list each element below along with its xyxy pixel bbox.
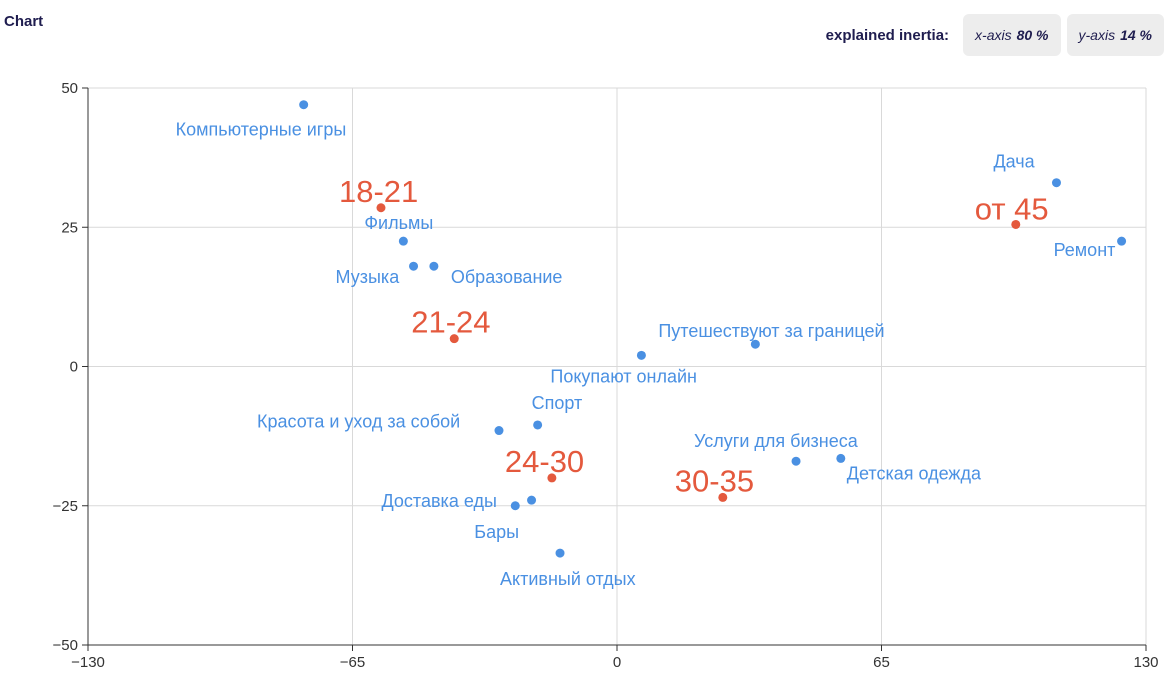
group-point[interactable] [718,492,728,502]
explained-inertia-label: explained inertia: [825,26,950,44]
data-point-label: Музыка [336,267,401,287]
data-point[interactable] [555,548,565,558]
data-point-label: Бары [474,522,519,542]
data-point-label: Активный отдых [500,569,636,589]
data-point-label: Путешествуют за границей [658,321,884,341]
data-point-label: Ремонт [1054,240,1116,260]
y-tick-label: −50 [53,637,78,654]
y-axis-inertia-axis: y-axis [1078,27,1116,43]
group-point-label: 30-35 [675,463,754,498]
group-point-label: 18-21 [339,174,418,209]
group-point-label: 24-30 [505,444,584,479]
data-point-label: Фильмы [364,213,433,233]
x-tick-label: 65 [873,654,890,671]
data-point[interactable] [750,339,760,349]
chart-title: Chart [4,13,44,30]
data-point[interactable] [409,261,419,271]
data-point[interactable] [299,100,309,110]
group-point[interactable] [1011,219,1021,229]
x-axis-inertia-chip[interactable]: x-axis 80 % [963,14,1061,56]
data-point[interactable] [1051,178,1061,188]
y-axis-inertia-value: 14 % [1120,27,1152,43]
x-tick-label: −65 [340,654,365,671]
data-point-label: Доставка еды [382,491,497,511]
chart-axes [82,87,1147,651]
group-point-label: от 45 [975,191,1049,226]
data-point-label: Детская одежда [847,463,982,483]
data-point[interactable] [533,420,543,430]
chart-grid [88,87,1147,645]
group-point[interactable] [449,334,459,344]
x-tick-label: 0 [613,654,621,671]
y-tick-label: 50 [61,80,78,97]
data-point[interactable] [494,426,504,436]
x-axis-inertia-axis: x-axis [975,27,1012,43]
explained-inertia-panel: explained inertia: x-axis 80 % y-axis 14… [826,14,1164,56]
data-point-label: Спорт [532,393,583,413]
chart-ticks: −130 −65 0 65 130 50 25 0 −25 −50 [53,80,1159,671]
y-tick-label: 0 [70,359,78,376]
y-tick-label: −25 [53,498,78,515]
data-point[interactable] [398,236,408,246]
data-point[interactable] [510,501,520,511]
chart-points: Компьютерные игры Фильмы Музыка Образование… [176,100,1127,589]
data-point[interactable] [1117,236,1127,246]
data-point-label: Компьютерные игры [176,120,347,140]
data-point[interactable] [636,350,646,360]
group-point-label: 21-24 [411,305,490,340]
data-point[interactable] [429,261,439,271]
data-point[interactable] [836,453,846,463]
y-axis-inertia-chip[interactable]: y-axis 14 % [1066,14,1164,56]
x-tick-label: −130 [71,654,105,671]
data-point-label: Красота и уход за собой [257,412,460,432]
data-point-label: Услуги для бизнеса [694,431,859,451]
y-tick-label: 25 [61,219,78,236]
data-point[interactable] [791,456,801,466]
group-point[interactable] [547,473,557,483]
x-axis-inertia-value: 80 % [1016,27,1049,43]
x-tick-label: 130 [1133,654,1158,671]
data-point-label: Покупают онлайн [550,366,697,386]
group-point[interactable] [376,203,386,213]
data-point[interactable] [527,495,537,505]
data-point-label: Дача [993,152,1035,172]
data-point-label: Образование [451,267,563,287]
